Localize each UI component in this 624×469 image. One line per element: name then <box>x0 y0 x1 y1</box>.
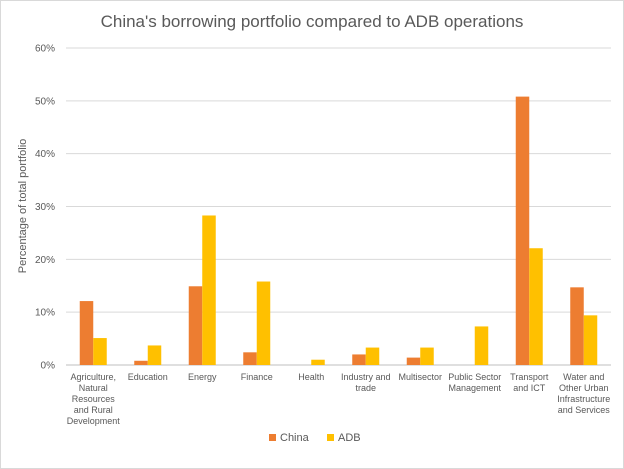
chart-title: China's borrowing portfolio compared to … <box>101 12 524 31</box>
x-category-label: Energy <box>188 372 217 382</box>
legend-swatch-china <box>269 434 276 441</box>
y-axis-ticks: 0% 10% 20% 30% 40% 50% 60% <box>35 44 55 372</box>
x-category-label: Finance <box>241 372 273 382</box>
legend-label-adb: ADB <box>338 432 361 444</box>
bar-china-2 <box>188 286 203 365</box>
x-category-label: Health <box>298 372 324 382</box>
bar-adb-7 <box>474 326 489 365</box>
bar-china-5 <box>352 354 366 365</box>
bar-china-1 <box>134 360 148 365</box>
x-category-label: Industry and trade <box>341 372 391 393</box>
x-category-label: Transport and ICT <box>510 372 549 393</box>
y-tick-label: 30% <box>35 202 55 213</box>
y-tick-label: 60% <box>35 44 55 55</box>
gridlines <box>66 47 611 366</box>
y-axis-title: Percentage of total portfolio <box>17 139 29 274</box>
bar-adb-0 <box>93 338 107 365</box>
bar-china-6 <box>406 357 421 365</box>
bar-adb-9 <box>583 315 598 365</box>
bar-china-0 <box>79 301 94 365</box>
bar-adb-4 <box>311 359 325 365</box>
bar-adb-3 <box>256 281 271 365</box>
bar-china-9 <box>570 287 584 365</box>
y-tick-label: 20% <box>35 255 55 266</box>
bar-china-8 <box>515 96 530 366</box>
x-axis-categories: Agriculture, Natural Resources and Rural Dev… <box>67 372 611 426</box>
x-category-label: Agriculture, Natural Resources and Rural Dev… <box>67 372 121 426</box>
bar-adb-5 <box>365 347 380 365</box>
x-category-label: Water and Other Urban Infrastructure and Se… <box>557 372 610 415</box>
y-tick-label: 40% <box>35 149 55 160</box>
x-category-label: Multisector <box>398 372 442 382</box>
legend: China ADB <box>269 432 361 444</box>
bar-adb-6 <box>420 347 434 365</box>
y-tick-label: 50% <box>35 96 55 107</box>
bars <box>79 96 598 366</box>
y-tick-label: 10% <box>35 308 55 319</box>
y-tick-label: 0% <box>41 361 56 372</box>
bar-adb-2 <box>202 215 216 365</box>
x-category-label: Public Sector Management <box>448 372 501 393</box>
bar-china-3 <box>243 352 257 365</box>
x-category-label: Education <box>128 372 168 382</box>
bar-adb-8 <box>529 248 543 365</box>
legend-label-china: China <box>280 432 310 444</box>
legend-swatch-adb <box>327 434 334 441</box>
bar-adb-1 <box>147 345 162 365</box>
